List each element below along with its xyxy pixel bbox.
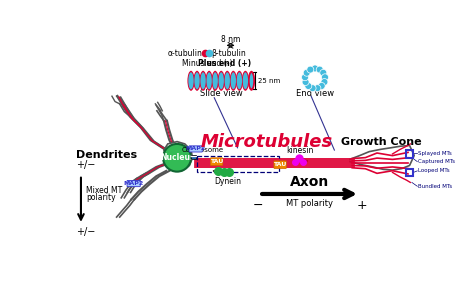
Ellipse shape — [236, 71, 243, 91]
Text: Dynein: Dynein — [215, 177, 242, 186]
Text: TAU: TAU — [273, 162, 287, 167]
Text: Splayed MTs: Splayed MTs — [418, 151, 452, 156]
Text: Plus end (+): Plus end (+) — [198, 59, 251, 67]
Circle shape — [321, 79, 328, 85]
Text: 25 nm: 25 nm — [258, 78, 280, 84]
FancyBboxPatch shape — [189, 146, 202, 152]
Text: Minus end (-): Minus end (-) — [182, 59, 232, 67]
Circle shape — [302, 79, 309, 85]
Circle shape — [320, 69, 327, 76]
Text: +: + — [356, 199, 367, 213]
Ellipse shape — [231, 72, 236, 89]
Circle shape — [321, 74, 328, 81]
Circle shape — [163, 144, 191, 172]
Ellipse shape — [206, 71, 213, 91]
Text: Microtubules: Microtubules — [201, 133, 333, 151]
Text: End view: End view — [296, 89, 334, 98]
Ellipse shape — [242, 71, 249, 91]
Ellipse shape — [225, 72, 230, 89]
Ellipse shape — [194, 72, 200, 89]
Text: α-tubulin: α-tubulin — [168, 48, 202, 57]
Ellipse shape — [187, 71, 194, 91]
Ellipse shape — [211, 71, 219, 91]
Text: TAU: TAU — [210, 159, 223, 164]
Text: Captured MTs: Captured MTs — [418, 159, 455, 164]
FancyBboxPatch shape — [191, 155, 196, 159]
Ellipse shape — [249, 72, 254, 89]
FancyBboxPatch shape — [127, 181, 140, 187]
Text: 8 nm: 8 nm — [221, 35, 240, 44]
Text: Centrosome: Centrosome — [182, 147, 224, 153]
Text: Axon: Axon — [290, 175, 329, 189]
Text: MT polarity: MT polarity — [286, 199, 333, 208]
Circle shape — [301, 74, 309, 81]
Circle shape — [307, 66, 314, 73]
Ellipse shape — [188, 72, 194, 89]
Circle shape — [305, 82, 312, 89]
Text: Mixed MT: Mixed MT — [86, 186, 123, 195]
Text: Growth Cone: Growth Cone — [340, 137, 421, 147]
Text: β-tubulin: β-tubulin — [211, 48, 246, 57]
Ellipse shape — [230, 71, 237, 91]
Text: kinesin: kinesin — [286, 147, 313, 156]
Ellipse shape — [219, 72, 224, 89]
Ellipse shape — [193, 71, 201, 91]
Text: MAP2: MAP2 — [124, 181, 144, 186]
Text: Slide view: Slide view — [200, 89, 243, 98]
Ellipse shape — [218, 71, 225, 91]
FancyBboxPatch shape — [210, 158, 223, 166]
Text: +/−: +/− — [76, 160, 96, 170]
Ellipse shape — [207, 72, 212, 89]
Ellipse shape — [200, 71, 207, 91]
Circle shape — [316, 66, 323, 73]
Ellipse shape — [212, 72, 218, 89]
Ellipse shape — [243, 72, 248, 89]
Text: Nucleus: Nucleus — [160, 153, 194, 162]
Text: −: − — [190, 152, 198, 162]
Ellipse shape — [224, 71, 231, 91]
Ellipse shape — [201, 72, 206, 89]
Text: +/−: +/− — [76, 228, 96, 237]
Polygon shape — [164, 141, 192, 171]
Text: Bundled MTs: Bundled MTs — [418, 184, 452, 189]
Ellipse shape — [249, 72, 254, 89]
Circle shape — [314, 85, 321, 92]
Circle shape — [318, 82, 325, 89]
Text: Looped MTs: Looped MTs — [418, 168, 450, 173]
Ellipse shape — [248, 71, 255, 91]
Text: MAP2: MAP2 — [185, 146, 206, 151]
Ellipse shape — [237, 72, 242, 89]
Circle shape — [311, 65, 319, 72]
FancyBboxPatch shape — [274, 161, 286, 169]
Circle shape — [309, 85, 316, 92]
Circle shape — [303, 69, 310, 76]
Text: Dendrites: Dendrites — [76, 150, 137, 160]
Text: −: − — [252, 199, 263, 213]
Text: polarity: polarity — [86, 193, 116, 202]
